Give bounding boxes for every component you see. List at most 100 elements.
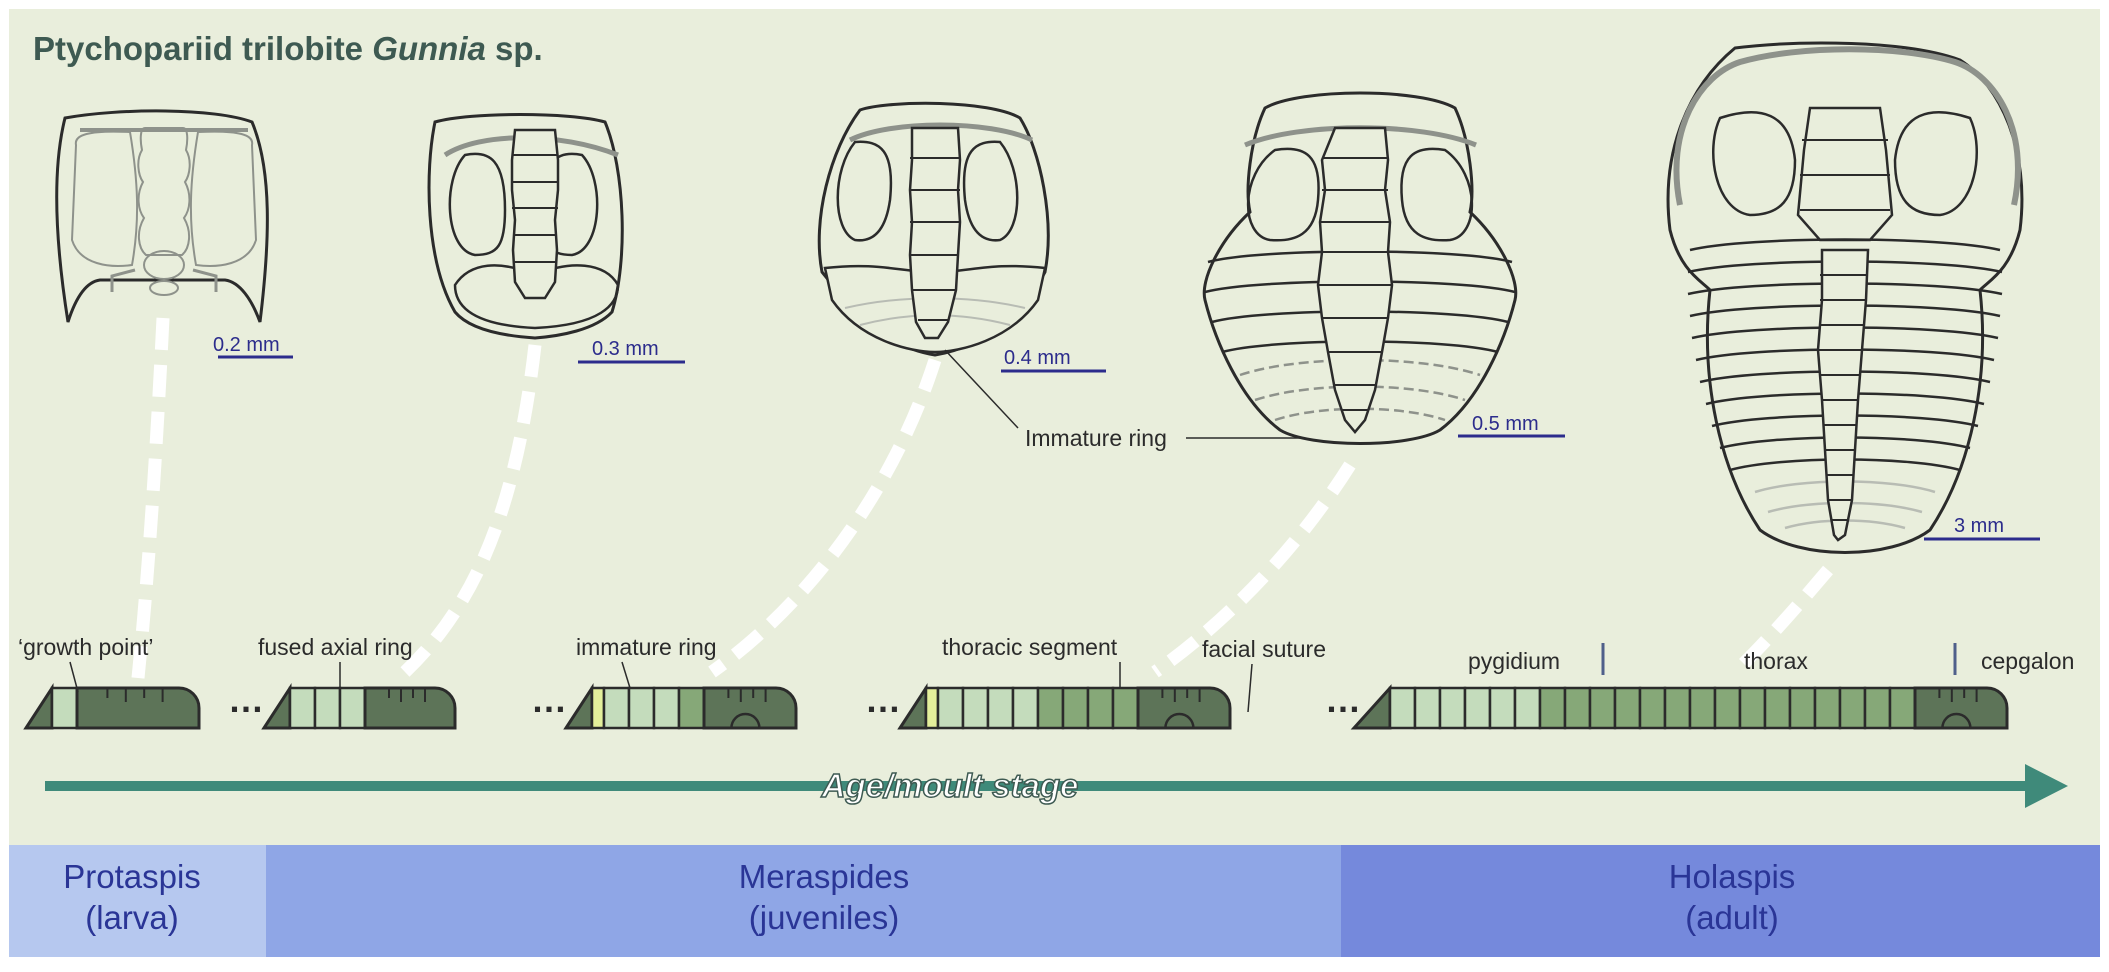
- scale-bar-label-1: 0.2 mm: [213, 334, 280, 356]
- segment-block: [1838, 686, 1867, 730]
- title-prefix: Ptychopariid trilobite: [33, 30, 372, 67]
- segment-block: [986, 686, 1015, 730]
- cephalon-block: [363, 686, 457, 730]
- segment-block: [1688, 686, 1717, 730]
- title-genus: Gunnia: [372, 30, 486, 67]
- age-arrow-label: Age/moult stage: [821, 767, 1079, 804]
- segment-block: [1413, 686, 1442, 730]
- stage-band-meraspides: [266, 845, 1341, 957]
- segment-block: [1638, 686, 1667, 730]
- segment-block: [1438, 686, 1467, 730]
- segment-block: [1888, 686, 1917, 730]
- segment-bar-4: [897, 682, 1232, 730]
- segment-block: [652, 686, 681, 730]
- segment-bar-2: [261, 682, 457, 730]
- segment-block: [50, 686, 79, 730]
- meraspis-specimen-2: [817, 101, 1050, 357]
- label-immature-ring: immature ring: [576, 634, 717, 660]
- stage-band-protaspis: [9, 845, 266, 957]
- segment-block: [1613, 686, 1642, 730]
- connector-meraspis-3: [1151, 461, 1356, 678]
- connector-lines: [131, 317, 1833, 679]
- label-facial-suture: facial suture: [1202, 636, 1326, 662]
- segment-block: [961, 686, 990, 730]
- scale-bar-label-4: 0.5 mm: [1472, 413, 1539, 435]
- figure-title: Ptychopariid trilobite Gunnia sp.: [33, 30, 543, 67]
- connector-meraspis-1: [400, 344, 542, 677]
- segment-block: [924, 686, 940, 730]
- ellipsis-4: …: [1325, 679, 1361, 720]
- segment-block: [1813, 686, 1842, 730]
- cephalon-block: [75, 686, 201, 730]
- segment-labels: ‘growth point’ fused axial ring immature…: [18, 634, 2074, 674]
- segment-block: [1388, 686, 1417, 730]
- segment-block: [1663, 686, 1692, 730]
- immature-ring-annotation: Immature ring: [1025, 425, 1167, 451]
- segment-block: [338, 686, 367, 730]
- segment-bar-1: [23, 682, 201, 730]
- cephalon-block: [1913, 686, 2009, 730]
- ellipsis-1: …: [228, 679, 264, 720]
- segment-block: [1738, 686, 1767, 730]
- segment-bar-3: [563, 682, 798, 730]
- facial-suture-arc: [1164, 712, 1195, 729]
- stage-name-holaspis: Holaspis: [1669, 858, 1796, 895]
- cephalon-block: [702, 686, 798, 730]
- segment-block: [1061, 686, 1090, 730]
- segment-block: [1036, 686, 1065, 730]
- segment-bar-5: [1350, 684, 2009, 730]
- label-growth-point: ‘growth point’: [18, 634, 154, 660]
- segment-block: [1563, 686, 1592, 730]
- segment-block: [1788, 686, 1817, 730]
- stage-sub-meraspides: (juveniles): [749, 899, 899, 936]
- title-suffix: sp.: [486, 30, 543, 67]
- ellipsis-3: …: [865, 679, 901, 720]
- stage-sub-protaspis: (larva): [85, 899, 179, 936]
- scale-bar-label-3: 0.4 mm: [1004, 347, 1071, 369]
- label-fused-axial-ring: fused axial ring: [258, 634, 413, 660]
- segment-block: [1463, 686, 1492, 730]
- segment-block: [936, 686, 965, 730]
- label-thoracic-segment: thoracic segment: [942, 634, 1118, 660]
- segment-block: [1513, 686, 1542, 730]
- segment-block: [677, 686, 706, 730]
- holaspis-specimen: [1666, 41, 2024, 554]
- scale-bar-label-5: 3 mm: [1954, 515, 2004, 537]
- connector-protaspis: [131, 317, 170, 679]
- segment-schematics: [23, 682, 2009, 730]
- segment-block: [1086, 686, 1115, 730]
- segment-block: [590, 686, 606, 730]
- region-dividers: [1601, 643, 1957, 675]
- label-thorax: thorax: [1744, 648, 1808, 674]
- stage-name-protaspis: Protaspis: [63, 858, 201, 895]
- stage-band-holaspis: [1341, 845, 2100, 957]
- segment-block: [602, 686, 631, 730]
- segment-block: [1111, 686, 1140, 730]
- connector-meraspis-2: [708, 358, 942, 678]
- scale-bars: 0.2 mm 0.3 mm 0.4 mm 0.5 mm 3 mm: [213, 334, 2040, 541]
- segment-block: [1713, 686, 1742, 730]
- protaspis-specimen: [55, 109, 269, 323]
- stage-labels: Protaspis (larva) Meraspides (juveniles)…: [63, 858, 1795, 936]
- segment-block: [313, 686, 342, 730]
- label-cephalon: cepgalon: [1981, 648, 2074, 674]
- segment-block: [1588, 686, 1617, 730]
- segment-block: [1488, 686, 1517, 730]
- ellipses: … … … …: [228, 679, 1361, 720]
- segment-block: [288, 686, 317, 730]
- scale-bar-label-2: 0.3 mm: [592, 338, 659, 360]
- facial-suture-arc: [730, 712, 761, 729]
- age-arrow-head: [2025, 764, 2068, 808]
- ellipsis-2: …: [531, 679, 567, 720]
- segment-block: [627, 686, 656, 730]
- segment-block: [1011, 686, 1040, 730]
- segment-label-leaders: [69, 661, 1253, 713]
- meraspis-specimen-3: [1202, 91, 1518, 445]
- connector-holaspis: [1730, 565, 1833, 677]
- segment-block: [1763, 686, 1792, 730]
- label-pygidium: pygidium: [1468, 648, 1560, 674]
- facial-suture-arc: [1941, 712, 1972, 729]
- stage-sub-holaspis: (adult): [1685, 899, 1779, 936]
